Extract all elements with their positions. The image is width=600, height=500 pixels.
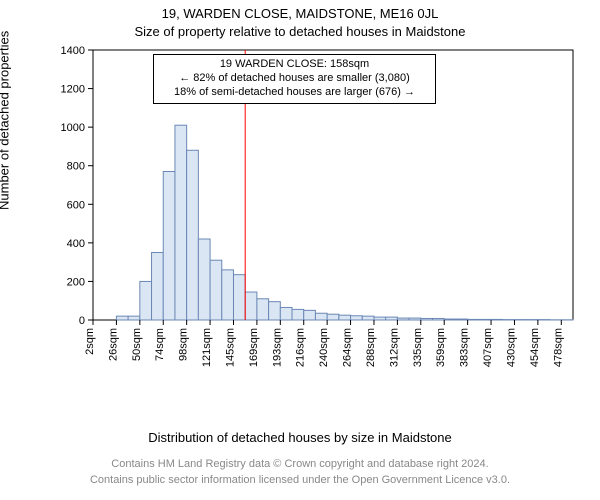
histogram-bar	[409, 318, 421, 320]
page-subtitle: Size of property relative to detached ho…	[0, 24, 600, 39]
histogram-bar	[456, 319, 468, 320]
y-tick-label: 800	[67, 161, 85, 173]
y-tick-label: 1200	[61, 84, 85, 96]
histogram-bar	[257, 299, 269, 320]
histogram-bar	[152, 253, 164, 321]
histogram-bar	[491, 319, 503, 320]
x-tick-label: 288sqm	[365, 328, 377, 367]
histogram-bar	[187, 150, 199, 320]
x-tick-label: 74sqm	[154, 328, 166, 361]
x-tick-label: 359sqm	[435, 328, 447, 367]
histogram-bar	[116, 316, 128, 320]
histogram-bar	[327, 314, 339, 320]
reference-caption-box: 19 WARDEN CLOSE: 158sqm ← 82% of detache…	[153, 54, 436, 104]
histogram-bar	[351, 316, 363, 320]
y-tick-label: 1000	[61, 122, 85, 134]
x-tick-label: 2sqm	[84, 328, 96, 355]
x-tick-label: 478sqm	[552, 328, 564, 367]
x-tick-label: 383sqm	[459, 328, 471, 367]
x-tick-label: 240sqm	[318, 328, 330, 367]
x-tick-label: 335sqm	[412, 328, 424, 367]
histogram-bar	[315, 313, 327, 320]
histogram-bar	[433, 318, 445, 320]
x-tick-label: 98sqm	[178, 328, 190, 361]
x-tick-label: 193sqm	[271, 328, 283, 367]
histogram-bar	[175, 125, 187, 320]
histogram-bar	[198, 239, 210, 320]
chart-plot-area: 0 200 400 600 800 1000 1200 1400 2sqm 26sqm 50sqm 7…	[58, 45, 578, 375]
y-tick-label: 0	[79, 315, 85, 327]
x-tick-label: 121sqm	[201, 328, 213, 367]
histogram-bar	[245, 292, 257, 320]
histogram-bar	[479, 319, 491, 320]
x-tick-label: 312sqm	[388, 328, 400, 367]
x-tick-label: 169sqm	[248, 328, 260, 367]
histogram-bar	[362, 316, 374, 320]
histogram-bar	[233, 275, 245, 320]
histogram-bar	[386, 317, 398, 320]
histogram-bar	[269, 302, 281, 320]
x-tick-label: 407sqm	[482, 328, 494, 367]
histogram-bar	[339, 315, 351, 320]
caption-line2: ← 82% of detached houses are smaller (3,…	[162, 72, 427, 86]
y-tick-label: 1400	[61, 45, 85, 57]
histogram-bar	[292, 309, 304, 320]
histogram-bar	[374, 317, 386, 320]
page-title: 19, WARDEN CLOSE, MAIDSTONE, ME16 0JL	[0, 6, 600, 21]
y-tick-label: 600	[67, 199, 85, 211]
histogram-bar	[140, 281, 152, 320]
histogram-bar	[163, 172, 175, 321]
x-tick-label: 26sqm	[107, 328, 119, 361]
histogram-bar	[421, 318, 433, 320]
histogram-bar	[128, 316, 140, 320]
y-tick-label: 400	[67, 238, 85, 250]
histogram-bar	[304, 310, 316, 320]
x-tick-label: 454sqm	[529, 328, 541, 367]
x-axis-label: Distribution of detached houses by size …	[0, 430, 600, 445]
histogram-bar	[468, 319, 480, 320]
credits-line-2: Contains public sector information licen…	[0, 474, 600, 486]
x-tick-label: 264sqm	[342, 328, 354, 367]
credits-line-1: Contains HM Land Registry data © Crown c…	[0, 458, 600, 470]
histogram-bar	[280, 307, 292, 320]
x-tick-label: 50sqm	[131, 328, 143, 361]
histogram-bar	[397, 318, 409, 320]
caption-line3: 18% of semi-detached houses are larger (…	[162, 86, 427, 100]
x-tick-label: 145sqm	[224, 328, 236, 367]
y-axis-label: Number of detached properties	[0, 31, 12, 210]
histogram-bar	[444, 319, 456, 320]
y-tick-label: 200	[67, 276, 85, 288]
x-tick-label: 216sqm	[295, 328, 307, 367]
caption-line1: 19 WARDEN CLOSE: 158sqm	[162, 58, 427, 72]
page: 19, WARDEN CLOSE, MAIDSTONE, ME16 0JL Si…	[0, 0, 600, 500]
histogram-bar	[210, 260, 222, 320]
histogram-bar	[222, 270, 234, 320]
x-tick-label: 430sqm	[505, 328, 517, 367]
